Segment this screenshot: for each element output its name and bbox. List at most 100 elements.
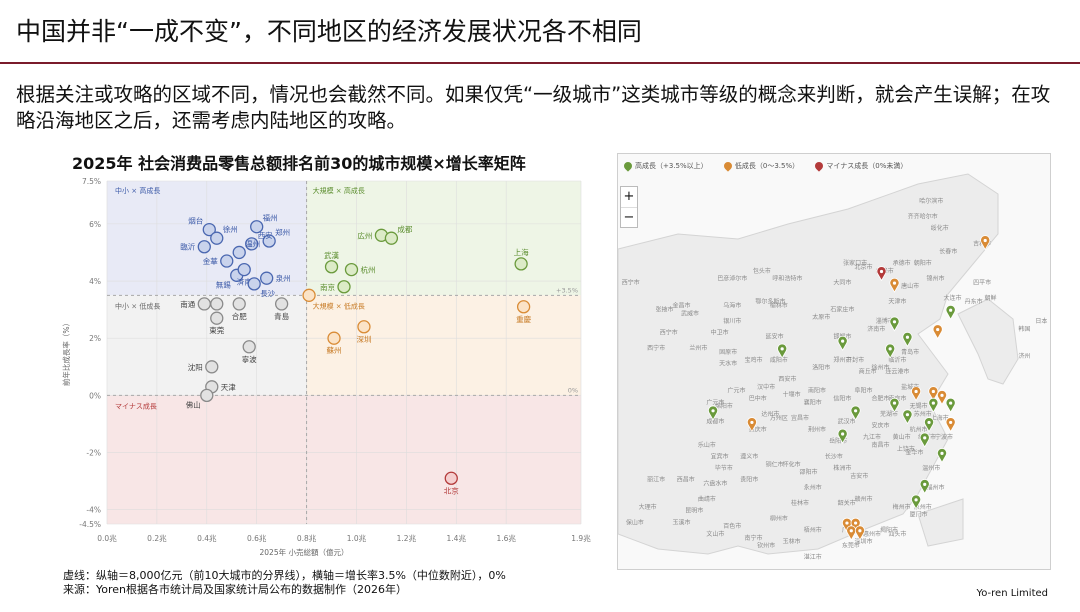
quadrant-negative-growth: [107, 395, 581, 524]
map-place-label: 宁波市: [935, 433, 953, 441]
y-tick-label: 4%: [89, 277, 101, 286]
x-axis-label: 2025年 小売総額（億元）: [260, 547, 349, 557]
map-place-label: 济南市: [867, 325, 885, 333]
map-place-label: 深圳市: [855, 538, 873, 546]
city-label: 福州: [263, 214, 278, 223]
x-tick-label: 0.8兆: [297, 533, 317, 543]
map-place-label: 南宁市: [744, 534, 762, 542]
map-place-label: 南京市: [888, 394, 906, 402]
map-pin-icon: [885, 343, 896, 359]
map-pin-dot: [936, 327, 940, 332]
map-place-label: 青岛市: [901, 348, 919, 356]
map-place-label: 咸阳市: [770, 356, 788, 364]
map-place-label: 日本: [1035, 317, 1047, 325]
map-pin-icon: [876, 266, 887, 282]
city-point: [384, 231, 399, 245]
map-place-label: 大同市: [833, 278, 851, 286]
city-point: [200, 388, 214, 403]
map-place-label: 无锡市: [910, 402, 928, 410]
quadrant-large-low-growth: [306, 295, 581, 396]
map-place-label: 桂林市: [791, 499, 809, 507]
map-place-label: 铜仁市: [766, 460, 784, 468]
map-place-label: 合肥市: [871, 394, 889, 402]
x-tick-label: 1.9兆: [571, 533, 591, 543]
map-pin-icon: [945, 397, 956, 413]
city-point: [197, 240, 211, 254]
city-label: 金華: [203, 256, 218, 266]
city-point: [197, 297, 211, 311]
orange-pin-icon: [722, 160, 734, 172]
legend-low-growth: 低成長（0〜3.5%）: [722, 160, 799, 172]
map-place-label: 中卫市: [711, 329, 729, 337]
map-place-label: 洛阳市: [812, 364, 830, 372]
map-place-label: 南阳市: [808, 387, 826, 395]
quadrant-label: 中小 × 高成長: [115, 186, 160, 195]
map-place-label: 梧州市: [804, 526, 822, 534]
map-place-label: 杭州市: [910, 425, 928, 433]
map-pin-icon: [837, 335, 848, 351]
taiwan-area: [917, 498, 964, 547]
city-point: [302, 288, 316, 302]
map-place-label: 商丘市: [859, 367, 877, 375]
map-pin-dot: [888, 347, 892, 351]
map-panel[interactable]: 哈尔滨市绥化市齐齐哈尔市吉林市长春市四平市赤峰市承德市朝阳市锦州市丹东市大连市北…: [617, 153, 1051, 570]
map-pin-dot: [841, 339, 845, 343]
map-pin-icon: [919, 432, 930, 448]
map-place-label: 保山市: [626, 518, 644, 526]
city-label: 西安: [258, 230, 273, 240]
y-tick-label: -2%: [86, 449, 101, 458]
city-point: [516, 300, 531, 314]
map-place-label: 兰州市: [689, 344, 707, 352]
zoom-in-button[interactable]: +: [621, 187, 637, 208]
map-place-label: 西昌市: [677, 476, 695, 484]
zoom-out-button[interactable]: −: [623, 210, 635, 225]
map-place-label: 北京市: [855, 263, 873, 271]
slide-title: 中国并非“一成不变”，不同地区的经济发展状况各不相同: [16, 17, 642, 46]
map-place-label: 上饶市: [897, 445, 915, 453]
city-label: 長沙: [260, 289, 275, 298]
map-place-label: 济州: [1018, 352, 1030, 360]
map-place-label: 福州市: [927, 483, 945, 491]
map-place-label: 徐州市: [871, 364, 889, 372]
x-tick-label: 0.0兆: [97, 533, 117, 543]
map-place-label: 十堰市: [783, 391, 801, 399]
map-place-label: 朝鲜: [985, 294, 997, 302]
city-label: 合肥: [232, 311, 247, 321]
legend-negative-growth: マイナス成長（0%未満）: [813, 160, 907, 172]
map-place-label: 邵阳市: [800, 468, 818, 476]
map-place-label: 湛江市: [804, 553, 822, 561]
map-place-label: 上海市: [931, 414, 949, 422]
map-canvas[interactable]: 哈尔滨市绥化市齐齐哈尔市吉林市长春市四平市赤峰市承德市朝阳市锦州市丹东市大连市北…: [618, 154, 1050, 569]
city-label: 温州: [245, 239, 260, 248]
map-pin-icon: [708, 405, 718, 421]
map-place-label: 武汉市: [838, 418, 856, 426]
map-place-label: 泉州市: [914, 503, 932, 511]
map-pin-icon: [889, 316, 900, 332]
map-pin-dot: [879, 269, 884, 274]
y-tick-label: 7.5%: [82, 177, 101, 186]
map-place-label: 梅州市: [893, 503, 911, 511]
city-label: 成都: [397, 224, 412, 234]
map-place-label: 武威市: [681, 309, 699, 317]
map-place-label: 毕节市: [715, 464, 733, 472]
city-point: [514, 257, 528, 271]
map-place-label: 西安市: [778, 375, 796, 383]
map-place-label: 锦州市: [927, 274, 945, 282]
map-pin-icon: [919, 479, 930, 495]
city-label: 天津: [221, 383, 236, 392]
map-place-label: 芜湖市: [880, 410, 898, 418]
map-pin-dot: [841, 432, 845, 436]
map-pin-dot: [949, 308, 953, 312]
korea-landmass: [957, 298, 1019, 385]
map-place-label: 银川市: [723, 317, 741, 325]
map-pin-icon: [889, 277, 900, 293]
map-place-label: 苏州市: [914, 410, 932, 418]
map-place-label: 韩国: [1018, 325, 1030, 333]
map-place-label: 乌海市: [723, 302, 741, 310]
city-label: 徐州: [223, 224, 238, 234]
map-place-label: 张掖市: [656, 305, 674, 313]
map-place-label: 西宁市: [660, 329, 678, 337]
map-place-label: 长沙市: [825, 453, 843, 461]
map-pin-dot: [750, 420, 754, 425]
map-place-label: 宜宾市: [711, 453, 729, 461]
